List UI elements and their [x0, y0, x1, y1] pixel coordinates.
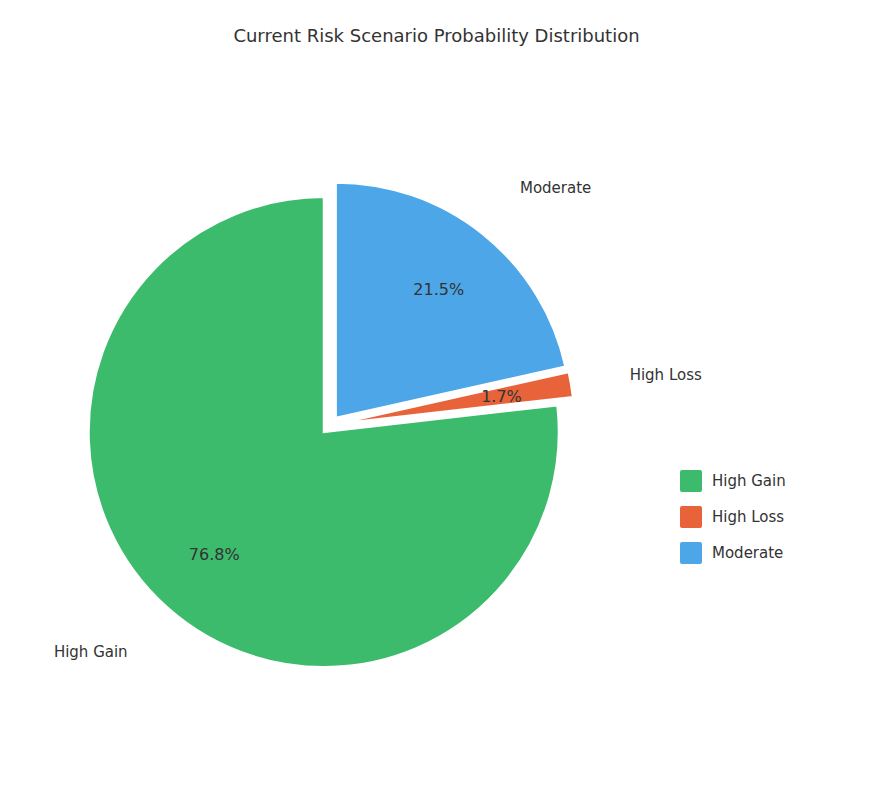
slice-label: High Loss	[630, 366, 702, 384]
slices	[89, 183, 573, 667]
legend-entry: Moderate	[712, 544, 783, 562]
title: Current Risk Scenario Probability Distri…	[233, 25, 639, 46]
legend: High Gain High Loss Moderate	[680, 470, 786, 564]
legend-swatch	[680, 470, 702, 492]
chart-svg: Current Risk Scenario Probability Distri…	[0, 0, 873, 790]
data-label: 76.8%	[189, 545, 240, 564]
legend-swatch	[680, 506, 702, 528]
chart-container: Current Risk Scenario Probability Distri…	[0, 0, 873, 790]
legend-swatch	[680, 542, 702, 564]
slice-label: Moderate	[520, 179, 591, 197]
pie-slice	[336, 183, 565, 418]
data-label: 21.5%	[413, 280, 464, 299]
slice-label: High Gain	[54, 643, 128, 661]
data-label: 1.7%	[481, 387, 522, 406]
slice-texts: 76.8% High Gain 1.7% High Loss 21.5% Moderate	[54, 179, 702, 661]
legend-entry: High Loss	[712, 508, 784, 526]
legend-entry: High Gain	[712, 472, 786, 490]
